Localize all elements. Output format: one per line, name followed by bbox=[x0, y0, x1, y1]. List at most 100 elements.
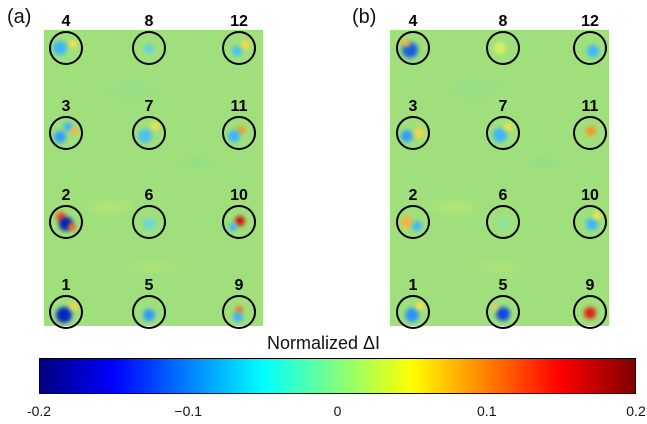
spot-label: 7 bbox=[145, 98, 154, 115]
panel-b-map bbox=[390, 30, 609, 326]
spot-label: 1 bbox=[409, 277, 418, 294]
intensity-blob bbox=[233, 312, 243, 322]
spot-label: 2 bbox=[409, 187, 418, 204]
spot-label: 5 bbox=[145, 277, 154, 294]
intensity-blob bbox=[496, 307, 510, 321]
spot-circle bbox=[396, 205, 430, 239]
intensity-blob bbox=[499, 219, 509, 229]
spot-circle bbox=[573, 31, 607, 65]
spot-9: 9 bbox=[222, 277, 256, 329]
colorbar bbox=[39, 358, 636, 394]
spot-10: 10 bbox=[573, 187, 607, 239]
spot-label: 5 bbox=[499, 277, 508, 294]
spot-label: 11 bbox=[231, 98, 248, 115]
spot-circle bbox=[132, 116, 166, 150]
spot-7: 7 bbox=[486, 98, 520, 150]
spot-circle bbox=[573, 205, 607, 239]
spot-10: 10 bbox=[222, 187, 256, 239]
spot-2: 2 bbox=[49, 187, 83, 239]
intensity-blob bbox=[402, 39, 410, 47]
spot-label: 4 bbox=[62, 13, 71, 30]
panel-a-label: (a) bbox=[7, 6, 32, 28]
spot-circle bbox=[573, 295, 607, 329]
intensity-blob bbox=[70, 127, 78, 135]
colorbar-tick-label: 0 bbox=[333, 403, 342, 419]
spot-circle bbox=[222, 295, 256, 329]
intensity-blob bbox=[53, 41, 67, 55]
intensity-blob bbox=[494, 42, 506, 54]
colorbar-tick-label: 0.1 bbox=[477, 403, 497, 419]
spot-label: 9 bbox=[235, 277, 244, 294]
spot-6: 6 bbox=[486, 187, 520, 239]
intensity-blob bbox=[493, 128, 507, 142]
spot-label: 3 bbox=[62, 98, 71, 115]
spot-label: 10 bbox=[581, 187, 599, 204]
panel-b-label: (b) bbox=[352, 6, 377, 28]
intensity-blob bbox=[584, 307, 596, 319]
spot-label: 1 bbox=[62, 277, 71, 294]
intensity-blob bbox=[504, 123, 512, 131]
intensity-blob bbox=[416, 302, 424, 310]
intensity-blob bbox=[54, 131, 66, 143]
spot-circle bbox=[396, 116, 430, 150]
spot-circle bbox=[486, 295, 520, 329]
spot-circle bbox=[132, 295, 166, 329]
colorbar-tick-label: -0.2 bbox=[26, 403, 52, 419]
intensity-blob bbox=[235, 216, 245, 226]
spot-label: 10 bbox=[230, 187, 248, 204]
spot-label: 3 bbox=[409, 98, 418, 115]
intensity-blob bbox=[412, 221, 422, 231]
spot-circle bbox=[49, 31, 83, 65]
intensity-blob bbox=[586, 218, 598, 230]
spot-label: 2 bbox=[62, 187, 71, 204]
intensity-blob bbox=[69, 40, 77, 48]
colorbar-title: Normalized ΔI bbox=[266, 333, 381, 353]
spot-9: 9 bbox=[573, 277, 607, 329]
colorbar-tick-label: 0.2 bbox=[626, 403, 646, 419]
intensity-blob bbox=[237, 126, 245, 134]
spot-circle bbox=[132, 31, 166, 65]
spot-label: 6 bbox=[145, 187, 154, 204]
spot-label: 11 bbox=[582, 98, 599, 115]
spot-circle bbox=[396, 31, 430, 65]
intensity-blob bbox=[587, 45, 599, 57]
spot-1: 1 bbox=[396, 277, 430, 329]
spot-label: 8 bbox=[145, 13, 154, 30]
intensity-blob bbox=[401, 216, 413, 228]
intensity-blob bbox=[228, 130, 240, 142]
spot-6: 6 bbox=[132, 187, 166, 239]
spot-circle bbox=[486, 31, 520, 65]
spot-circle bbox=[222, 205, 256, 239]
spot-circle bbox=[49, 116, 83, 150]
spot-1: 1 bbox=[49, 277, 83, 329]
spot-circle bbox=[486, 205, 520, 239]
intensity-blob bbox=[143, 218, 155, 230]
intensity-blob bbox=[401, 130, 413, 142]
spot-circle bbox=[486, 116, 520, 150]
spot-label: 12 bbox=[581, 13, 599, 30]
spot-5: 5 bbox=[486, 277, 520, 329]
spot-11: 11 bbox=[573, 98, 607, 150]
spot-2: 2 bbox=[396, 187, 430, 239]
spot-label: 12 bbox=[230, 13, 248, 30]
spot-8: 8 bbox=[132, 13, 166, 65]
spot-circle bbox=[396, 295, 430, 329]
spot-label: 4 bbox=[409, 13, 418, 30]
intensity-blob bbox=[56, 307, 72, 323]
spot-4: 4 bbox=[49, 13, 83, 65]
intensity-blob bbox=[235, 306, 243, 314]
spot-8: 8 bbox=[486, 13, 520, 65]
intensity-blob bbox=[593, 212, 601, 220]
intensity-blob bbox=[68, 223, 76, 231]
intensity-blob bbox=[143, 309, 155, 321]
spot-circle bbox=[49, 295, 83, 329]
spot-label: 7 bbox=[499, 98, 508, 115]
intensity-blob bbox=[414, 128, 424, 138]
panel-a-map bbox=[44, 30, 263, 326]
intensity-blob bbox=[240, 40, 250, 50]
colorbar-tick-label: −0.1 bbox=[174, 403, 203, 419]
intensity-blob bbox=[151, 122, 159, 130]
spot-circle bbox=[222, 116, 256, 150]
spot-12: 12 bbox=[573, 13, 607, 65]
